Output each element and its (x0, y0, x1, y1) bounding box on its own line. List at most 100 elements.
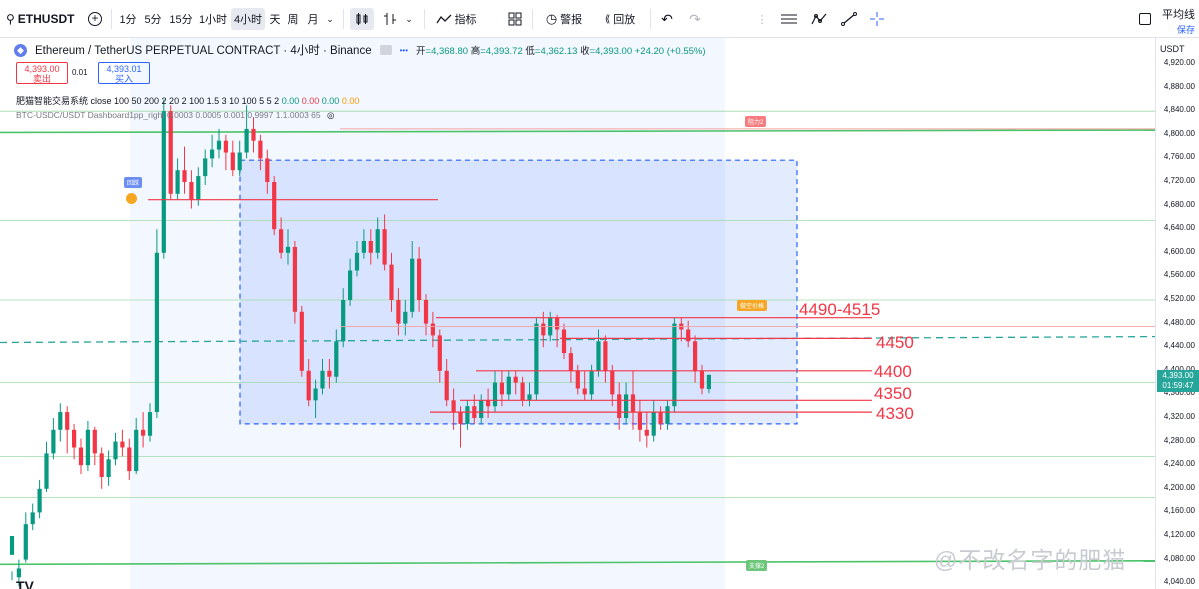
horizontal-line-tool[interactable] (776, 8, 802, 30)
layout-button[interactable] (504, 8, 526, 30)
bar-type-button[interactable] (380, 8, 400, 30)
candle-body (141, 429, 146, 436)
level-label-4330: 4330 (876, 404, 914, 423)
avg-line-label: 平均线 (1162, 9, 1195, 21)
symbol-search[interactable]: ⚲ ETHUSDT (6, 8, 76, 30)
price-tick: 4,120.00 (1163, 530, 1195, 539)
candle-body (527, 394, 532, 401)
grid-layout-icon (508, 12, 522, 26)
candle-body (182, 170, 187, 182)
compare-button[interactable]: + (84, 8, 106, 30)
price-tick: 4,040.00 (1163, 577, 1195, 587)
price-tick: 4,840.00 (1163, 105, 1195, 115)
price-tick: 4,920.00 (1163, 58, 1195, 67)
buy-label: 买入 (114, 74, 133, 84)
pattern-tool[interactable] (806, 8, 832, 30)
interval-5m[interactable]: 5分 (144, 14, 162, 26)
drag-handle[interactable]: ⋮ (756, 13, 768, 26)
marker-dot[interactable] (126, 193, 137, 204)
candle-body (589, 370, 594, 395)
candle-body (313, 388, 318, 401)
interval-1mo[interactable]: 月 (307, 14, 319, 26)
indicators-button[interactable]: 指标 (432, 8, 480, 30)
fullscreen-button[interactable] (1136, 8, 1154, 30)
candle-body (134, 429, 139, 472)
chart-type-dropdown[interactable]: ⌄ (402, 8, 416, 30)
indicator-2-text: BTC-USDC/USDT Dashboard1pp_right 0.0003 … (16, 110, 321, 120)
candle-body (396, 300, 401, 324)
candle-type-button[interactable] (350, 8, 374, 30)
candle-body (630, 394, 636, 413)
undo-button[interactable]: ↶ (656, 8, 678, 30)
candle-body (541, 323, 546, 336)
open-label: 开 (416, 46, 426, 57)
candle-body (78, 447, 84, 466)
price-chart[interactable] (0, 38, 1155, 589)
more-dots-icon[interactable]: ••• (399, 45, 408, 55)
chart-pane[interactable] (0, 38, 1155, 589)
sell-price: 4,393.00 (24, 64, 60, 74)
divider (424, 9, 425, 29)
avg-line-toggle[interactable]: 平均线 保存 (1162, 6, 1195, 36)
sell-label: 卖出 (32, 74, 51, 84)
symbol-name: ETHUSDT (17, 12, 75, 26)
currency-unit[interactable]: USDT (1160, 44, 1185, 54)
candle-body (120, 441, 125, 448)
pattern-icon (811, 13, 827, 25)
interval-1m[interactable]: 1分 (119, 14, 137, 26)
plus-circle-icon: + (88, 12, 102, 26)
indicator-1-text: 肥猫智能交易系统 close 100 50 200 2 20 2 100 1.5… (16, 96, 280, 106)
eye-hidden-icon[interactable]: ◎ (327, 110, 335, 120)
interval-1h[interactable]: 1小时 (198, 14, 228, 26)
chevron-down-icon: ⌄ (326, 13, 334, 24)
interval-4h[interactable]: 4小时 (231, 8, 265, 30)
indicator-legend-1[interactable]: 肥猫智能交易系统 close 100 50 200 2 20 2 100 1.5… (16, 94, 359, 107)
interval-1w[interactable]: 周 (287, 14, 299, 26)
price-tick: 4,880.00 (1163, 81, 1195, 91)
replay-button[interactable]: ⟪ 回放 (596, 8, 644, 30)
candle-body (210, 149, 215, 159)
candle-body (624, 394, 629, 418)
candle-body (299, 311, 304, 371)
save-label[interactable]: 保存 (1176, 25, 1195, 35)
alert-button[interactable]: ◷ 警报 (540, 8, 588, 30)
low-label: 低 (525, 46, 535, 57)
price-axis[interactable]: USDT 4,920.00 4,880.00 4,840.00 4,800.00 4,7… (1155, 38, 1199, 589)
crosshair-tool[interactable] (866, 8, 888, 30)
interval-15m[interactable]: 15分 (169, 14, 193, 26)
price-tick: 4,600.00 (1163, 246, 1195, 256)
candle-body (9, 536, 15, 555)
candle-body (568, 353, 573, 371)
change-value: +24.20 (+0.55%) (634, 46, 706, 57)
candle-body (610, 370, 615, 395)
interval-dropdown[interactable]: ⌄ (323, 8, 337, 30)
sell-button[interactable]: 4,393.00 卖出 (16, 62, 68, 84)
square-icon (1139, 13, 1151, 25)
indicator-legend-2[interactable]: BTC-USDC/USDT Dashboard1pp_right 0.0003 … (16, 110, 334, 121)
candle-body (113, 441, 118, 460)
trend-line-icon (841, 12, 857, 26)
indicators-label: 指标 (454, 14, 477, 26)
candle-body (617, 394, 622, 418)
support-band-line (0, 559, 1155, 566)
crosshair-icon (870, 12, 884, 26)
rebound-tag: 回踩 (124, 177, 143, 188)
candle-body (410, 258, 415, 312)
candle-body (292, 246, 297, 312)
indicator-1-value-4: 0.00 (341, 96, 360, 106)
buy-button[interactable]: 4,393.01 买入 (98, 62, 150, 84)
interval-1d[interactable]: 天 (269, 14, 281, 26)
candle-body (706, 374, 711, 390)
alarm-clock-icon: ◷ (545, 11, 558, 26)
trend-line-tool[interactable] (836, 8, 862, 30)
level-label-4490: 4490-4515 (799, 300, 881, 319)
candle-body (644, 429, 649, 436)
price-tick: 4,760.00 (1163, 152, 1195, 162)
chart-settings-icon[interactable] (379, 45, 392, 55)
candle-body (285, 246, 291, 253)
redo-button[interactable]: ↷ (684, 8, 706, 30)
candle-body (23, 524, 28, 560)
candle-body (693, 341, 698, 371)
ohlc-values: 开=4,368.80 高=4,393.72 低=4,362.13 收=4,393… (416, 43, 706, 57)
candle-body (665, 406, 670, 424)
